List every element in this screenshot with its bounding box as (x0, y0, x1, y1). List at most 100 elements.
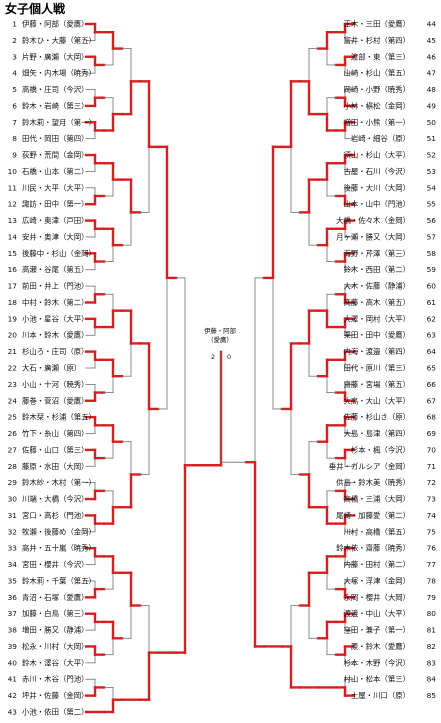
left-entry: 小池・星谷（大平） (22, 314, 89, 323)
right-entry: 山崎・杉山（第五） (343, 69, 410, 78)
left-seed: 27 (8, 445, 18, 454)
left-entry: 宮田・櫻井（今沢） (22, 560, 89, 569)
bracket-lines (84, 22, 356, 714)
left-entry: 宮口・高杉（門池） (22, 511, 89, 520)
left-seed: 6 (12, 101, 17, 110)
left-entry: 片野・廣瀬（大岡） (22, 52, 89, 61)
left-seed: 38 (8, 626, 18, 635)
right-seed: 49 (427, 101, 437, 110)
left-entry: 松永・川村（大岡） (22, 642, 89, 651)
left-entry: 鈴木ひ・大藤（第五） (22, 36, 96, 45)
left-entry: 藤巻・菅沼（愛鷹） (22, 396, 89, 405)
right-entry: 永岡・櫻井（大岡） (343, 593, 410, 602)
right-entry: 原・鈴木（愛鷹） (351, 642, 410, 651)
left-seed: 15 (8, 249, 18, 258)
right-seed: 77 (427, 560, 437, 569)
left-seed: 36 (8, 593, 18, 602)
right-entry: 供島・鈴木美（暁秀） (336, 478, 410, 487)
left-seed: 33 (8, 544, 18, 553)
left-entry: 赤川・木谷（門池） (22, 675, 89, 684)
left-entry: 諏訪・田中（第一） (22, 200, 89, 209)
right-seed: 67 (427, 396, 437, 405)
right-entry: 岩崎・細谷（原） (351, 134, 410, 143)
right-entry: 尾崎・加藤愛（第二） (336, 511, 410, 520)
right-seed: 82 (427, 642, 436, 651)
right-entry: 佐藤・杉山さ（原） (343, 413, 410, 422)
right-seed: 80 (427, 609, 437, 618)
left-entry: 杉山ろ・庄司（原） (22, 347, 89, 356)
left-entry: 鈴木莉・千葉（第五） (22, 576, 96, 585)
right-entry: 正木・三田（愛鷹） (343, 20, 410, 29)
left-seed: 22 (8, 364, 17, 373)
right-entry: 古屋・石川（今沢） (343, 167, 410, 176)
right-seed: 68 (427, 413, 437, 422)
left-seed: 26 (8, 429, 18, 438)
right-seed: 63 (427, 331, 437, 340)
right-seed: 79 (427, 593, 437, 602)
right-entry: 高橋・三浦（大岡） (343, 495, 410, 504)
champion-school: （愛鷹） (207, 335, 233, 344)
left-entry: 伊藤・阿部（愛鷹） (22, 20, 89, 29)
right-entry: 村山・松本（第三） (343, 675, 410, 684)
right-seed: 64 (427, 347, 437, 356)
right-entry: 杉本・木野（今沢） (343, 658, 410, 667)
right-seed: 72 (427, 478, 436, 487)
right-entry: 垂井・ガルシア（金岡） (329, 462, 410, 471)
left-seed: 25 (8, 413, 18, 422)
right-seed: 44 (427, 20, 437, 29)
left-entry: 石橋・山本（第二） (22, 167, 89, 176)
right-seed: 76 (427, 544, 437, 553)
left-entry: 藤原・水田（大岡） (22, 462, 89, 471)
left-entry: 鈴木・澤谷（大平） (22, 658, 89, 667)
left-seed: 21 (8, 347, 18, 356)
right-entry: 小林・槇松（金岡） (343, 101, 410, 110)
left-seed: 1 (12, 20, 17, 29)
right-entry-list: 44 正木・三田（愛鷹） 45 富井・杉村（第四） 46 渡部・東（第三） 47 山崎・杉山（… (329, 20, 437, 701)
right-entry: 月ヶ瀬・勝又（大岡） (336, 232, 410, 241)
right-seed: 83 (427, 658, 437, 667)
left-entry: 青沼・石塚（愛鷹） (22, 593, 89, 602)
right-seed: 61 (427, 298, 437, 307)
right-entry: 岡崎・小野（暁秀） (343, 85, 410, 94)
left-seed: 32 (8, 527, 17, 536)
left-entry: 後藤中・杉山（金岡） (22, 249, 96, 258)
champion-box-bg (197, 324, 243, 350)
left-seed: 29 (8, 478, 18, 487)
left-seed: 12 (8, 200, 17, 209)
left-seed: 7 (12, 118, 17, 127)
champion-box: 伊藤・阿部 （愛鷹） (197, 324, 243, 350)
final-right-score: 0 (227, 353, 231, 361)
left-seed: 30 (8, 495, 18, 504)
left-entry-list: 1 伊藤・阿部（愛鷹） 2 鈴木ひ・大藤（第五） 3 片野・廣瀬（大岡） 4 畑矢・内木場（暁… (8, 20, 96, 717)
right-seed: 71 (427, 462, 437, 471)
right-seed: 62 (427, 314, 436, 323)
right-entry: 増田・小熊（第一） (343, 118, 410, 127)
right-seed: 81 (427, 626, 437, 635)
right-entry: 大高・大山（大平） (343, 396, 410, 405)
right-entry: 川村・高橋（第五） (343, 527, 410, 536)
left-entry: 畑矢・内木場（暁秀） (22, 69, 96, 78)
right-entry: 大島・島津（第四） (343, 429, 410, 438)
left-seed: 23 (8, 380, 18, 389)
left-seed: 40 (8, 658, 18, 667)
right-seed: 70 (427, 445, 437, 454)
right-seed: 50 (427, 118, 437, 127)
left-entry: 高橋・庄司（今沢） (22, 85, 89, 94)
left-seed: 5 (12, 85, 17, 94)
left-entry: 鈴木紗・木村（第一） (22, 478, 96, 487)
left-entry: 鈴木・岩崎（第三） (22, 101, 89, 110)
right-entry: 渡邊・中山（大平） (343, 609, 410, 618)
left-seed: 8 (12, 134, 17, 143)
right-seed: 48 (427, 85, 437, 94)
right-entry: 杉本・楓（今沢） (351, 445, 410, 454)
left-entry: 鈴木栞・杉浦（第五） (22, 413, 96, 422)
right-seed: 51 (427, 134, 437, 143)
right-seed: 65 (427, 364, 437, 373)
right-entry: 齋藤・宮場（第五） (343, 380, 410, 389)
right-entry: 鈴木・西田（第二） (343, 265, 410, 274)
left-entry: 増田・勝又（静浦） (22, 626, 89, 635)
left-seed: 4 (12, 69, 17, 78)
left-seed: 2 (12, 36, 17, 45)
left-entry: 川民・大平（大平） (22, 183, 89, 192)
